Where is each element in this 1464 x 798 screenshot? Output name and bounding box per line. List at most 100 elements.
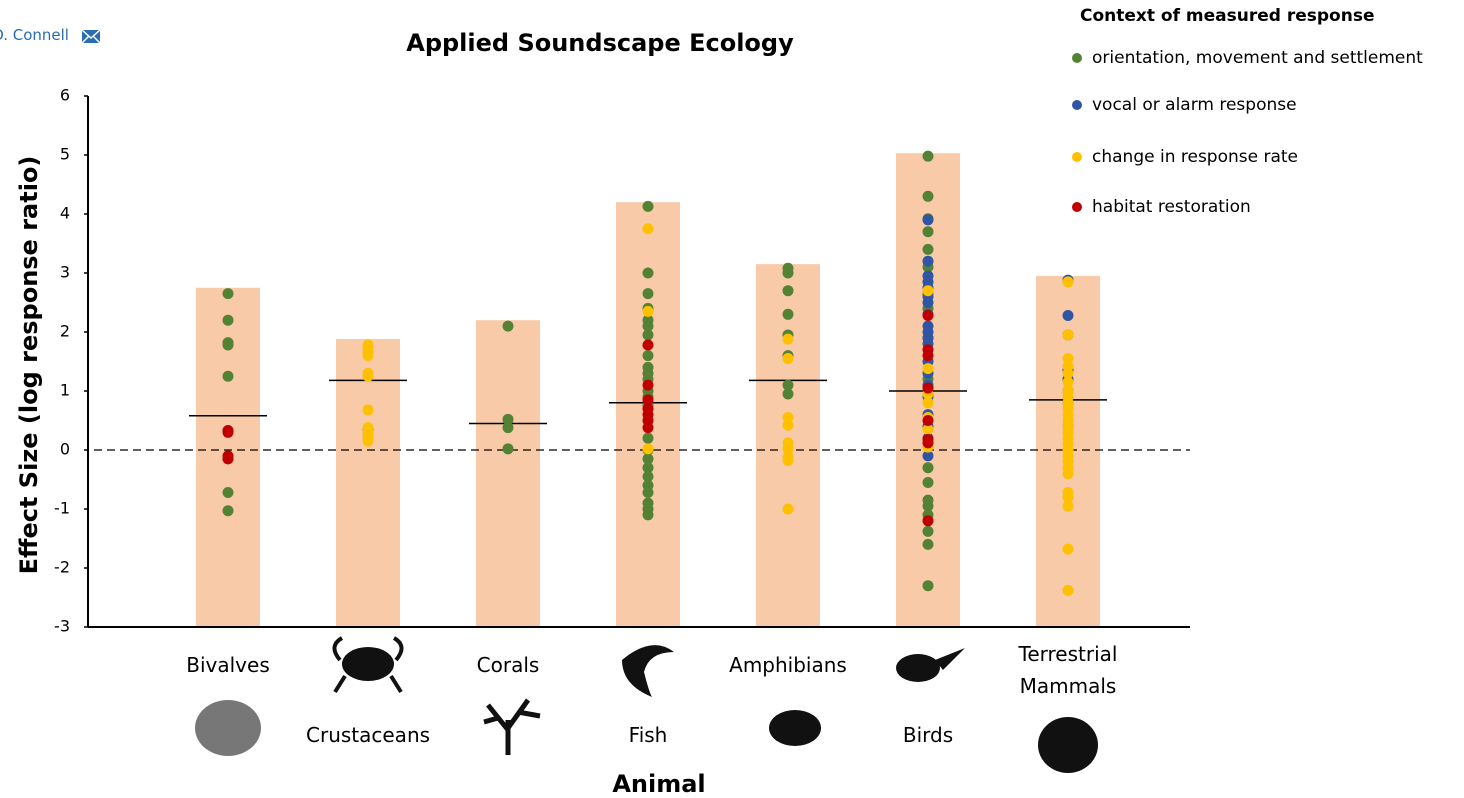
data-point xyxy=(222,505,234,517)
data-point xyxy=(642,443,654,455)
x-tick-label: Crustaceans xyxy=(306,723,431,747)
legend-label: orientation, movement and settlement xyxy=(1092,48,1423,68)
data-point xyxy=(922,450,934,462)
data-point xyxy=(922,462,934,474)
data-point xyxy=(642,320,654,332)
data-point xyxy=(222,314,234,326)
data-point xyxy=(642,462,654,474)
data-point xyxy=(642,471,654,483)
data-point xyxy=(782,388,794,400)
data-point xyxy=(642,329,654,341)
data-point xyxy=(362,435,374,447)
data-point xyxy=(1062,500,1074,512)
y-tick-label: 2 xyxy=(60,322,70,341)
data-point xyxy=(922,190,934,202)
animal-icons xyxy=(195,636,1098,773)
data-point xyxy=(922,363,934,375)
x-tick-label: Amphibians xyxy=(729,653,847,677)
data-point xyxy=(1062,491,1074,503)
data-point xyxy=(642,453,654,465)
x-axis-label: Animal xyxy=(612,770,705,798)
data-point xyxy=(922,525,934,537)
data-point xyxy=(922,350,934,362)
data-point xyxy=(642,379,654,391)
data-point xyxy=(642,432,654,444)
data-point xyxy=(922,150,934,162)
data-point xyxy=(362,350,374,362)
data-point xyxy=(1062,329,1074,341)
data-point xyxy=(222,288,234,300)
data-point xyxy=(502,320,514,332)
legend-label: change in response rate xyxy=(1092,147,1298,167)
data-point xyxy=(922,515,934,527)
data-point xyxy=(782,503,794,515)
data-point xyxy=(922,415,934,426)
data-point xyxy=(642,223,654,235)
data-point xyxy=(222,453,234,465)
legend-marker xyxy=(1072,100,1082,110)
x-tick-label: Fish xyxy=(628,723,668,747)
data-point xyxy=(642,288,654,300)
chart-title: Applied Soundscape Ecology xyxy=(406,29,794,57)
data-point xyxy=(1062,543,1074,555)
data-point xyxy=(1062,353,1074,365)
legend-label: habitat restoration xyxy=(1092,197,1251,217)
data-point xyxy=(1062,584,1074,596)
data-point xyxy=(1062,367,1074,379)
data-point xyxy=(502,422,514,434)
x-tick-label: Bivalves xyxy=(186,653,270,677)
data-point xyxy=(922,226,934,238)
x-tick-label: Birds xyxy=(902,723,954,747)
data-point xyxy=(222,486,234,498)
x-tick-label: Terrestrial Mammals xyxy=(1018,642,1118,698)
data-point xyxy=(782,308,794,320)
data-point xyxy=(782,443,794,455)
data-point xyxy=(922,255,934,267)
legend-marker xyxy=(1072,202,1082,212)
data-point xyxy=(642,305,654,317)
data-point xyxy=(922,423,934,435)
legend-marker xyxy=(1072,152,1082,162)
data-point xyxy=(782,353,794,365)
data-point xyxy=(1062,309,1074,321)
x-tick-label: Corals xyxy=(476,653,540,677)
data-point xyxy=(502,443,514,455)
data-point xyxy=(782,419,794,431)
data-point xyxy=(362,404,374,416)
y-tick-label: 6 xyxy=(60,86,70,105)
y-tick-label: 1 xyxy=(60,381,70,400)
data-point xyxy=(782,333,794,345)
data-point xyxy=(642,350,654,362)
range-bar xyxy=(336,339,400,627)
data-point xyxy=(922,500,934,512)
y-axis-label: Effect Size (log response ratio) xyxy=(15,156,43,575)
data-point xyxy=(782,285,794,297)
envelope-icon xyxy=(81,29,101,44)
data-point xyxy=(642,394,654,406)
data-point xyxy=(782,455,794,467)
data-point xyxy=(222,426,234,438)
data-point xyxy=(642,200,654,212)
data-point xyxy=(1062,468,1074,480)
data-point xyxy=(922,476,934,488)
data-point xyxy=(642,422,654,434)
data-point xyxy=(642,509,654,521)
data-point xyxy=(922,285,934,297)
y-tick-label: 0 xyxy=(60,440,70,459)
data-point xyxy=(922,397,934,409)
data-point xyxy=(642,339,654,351)
range-bar xyxy=(476,320,540,627)
data-point xyxy=(1062,276,1074,288)
data-point xyxy=(922,214,934,226)
data-point xyxy=(922,309,934,321)
y-tick-label: -1 xyxy=(54,499,70,518)
author-link[interactable]: O. Connell xyxy=(0,26,69,44)
y-tick-label: -3 xyxy=(54,617,70,636)
data-point xyxy=(222,370,234,382)
data-point xyxy=(642,267,654,279)
data-point xyxy=(502,413,514,425)
y-tick-label: 4 xyxy=(60,204,70,223)
data-point xyxy=(782,267,794,279)
